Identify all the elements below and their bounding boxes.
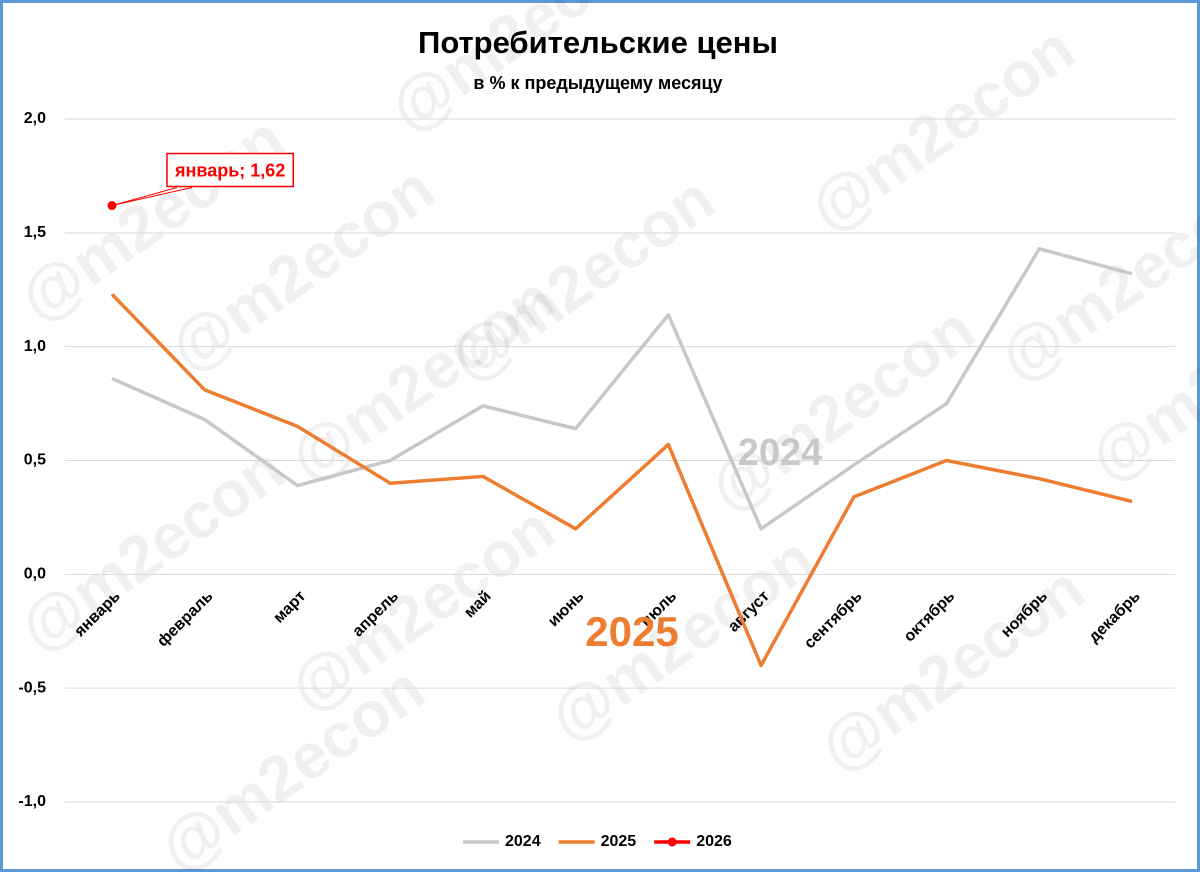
data-label: январь; 1,62 [174,160,285,180]
y-tick-label: 0,0 [24,566,46,583]
y-tick-label: -0,5 [18,679,46,696]
legend-label: 2025 [601,833,637,850]
chart-title: Потребительские цены [418,25,778,60]
chart-subtitle: в % к предыдущему месяцу [473,73,722,93]
series-line [110,293,1133,668]
y-tick-label: 1,0 [24,338,46,355]
data-label-box [166,152,295,188]
legend-marker [667,837,677,847]
y-tick-label: -1,0 [18,793,46,810]
y-tick-label: 1,5 [24,224,46,241]
y-tick-label: 2,0 [24,110,46,127]
series-name: 2024 [738,432,823,474]
legend-label: 2026 [696,833,732,850]
series-line [111,247,1133,531]
callout-line [111,187,193,207]
y-tick-label: 0,5 [24,452,46,469]
series-name: 2025 [585,608,678,655]
legend-label: 2024 [505,833,541,850]
